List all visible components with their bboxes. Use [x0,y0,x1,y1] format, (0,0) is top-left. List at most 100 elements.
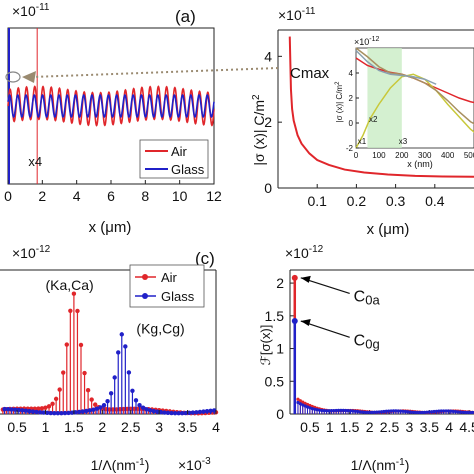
inset-series-2 [355,47,474,125]
panel-c-xlabel: 1/Λ(nm-1) [91,457,150,473]
x-tick-label: 1 [42,419,50,435]
x-tick-label: 10 [172,188,188,204]
stem-marker-glass [365,410,369,414]
stem-marker-glass [401,409,405,413]
stem-marker-glass [208,408,213,413]
stem-marker-air [117,407,123,412]
y-tick-label: 4 [264,48,272,64]
panel-b-annotation: Cmax [290,65,330,82]
stem-marker-air [50,401,55,406]
stem-marker-air [291,274,298,281]
inset-label-x1: x1 [358,137,367,146]
stem-marker-air [78,342,84,348]
y-tick-label: 2 [264,114,272,130]
stem-marker-glass [140,405,146,410]
legend-air: Air [171,144,188,159]
stem-marker-glass [179,410,185,416]
stem-marker-air [75,308,80,314]
x-tick-label: 2 [366,419,374,435]
stem-marker-glass [9,407,14,412]
series-glass [7,94,215,118]
stem-marker-glass [183,410,188,416]
stem-marker-glass [84,408,89,414]
x-tick-label: 3.5 [178,419,198,435]
stem-marker-glass [372,410,376,414]
stem-marker-glass [461,410,465,414]
stem-marker-glass [384,409,388,413]
inset-y-tick-label: 2 [349,94,354,103]
stem-marker-glass [430,410,434,414]
stem-marker-glass [432,409,436,414]
x-tick-label: 2.5 [380,419,400,435]
stem-marker-glass [5,406,11,412]
stem-marker-glass [48,410,53,416]
stem-marker-glass [363,410,367,414]
stem-marker-glass [470,410,474,415]
stem-marker-glass [336,408,341,413]
panel-b-ylabel: |σ (x)| C/m2 [251,94,267,166]
panel-a: ×10-11 (a) x4 0 2 4 6 8 10 12 x (μm) Air Glass [4,2,222,236]
stem-marker-glass [379,410,384,414]
stem-marker-glass [144,407,149,412]
stem-marker-glass [444,409,448,413]
stem-marker-glass [296,400,300,405]
stem-marker-glass [2,406,7,412]
annotation-label-1: C0g [354,332,380,351]
stem-marker-glass [332,408,336,413]
stem-marker-glass [408,410,412,414]
stem-marker-glass [91,407,96,412]
stem-marker-glass [415,410,419,415]
stem-marker-glass [451,409,455,413]
y-tick-label: 2 [276,275,284,291]
stem-marker-glass [437,409,441,413]
stem-marker-air [61,370,66,375]
stem-marker-glass [52,410,57,416]
x-tick-label: 0.4 [425,193,445,209]
x-tick-label: 0.3 [386,193,406,209]
stem-marker-glass [353,409,357,413]
stem-marker-air [135,406,141,411]
stem-marker-air [39,406,45,411]
x-tick-label: 4 [445,419,453,435]
inset-x-tick-label: 0 [354,151,359,160]
stem-marker-glass [368,410,372,414]
stem-marker-glass [94,406,100,411]
stem-marker-glass [34,409,39,415]
inset-x-tick-label: 100 [372,151,386,160]
stem-marker-glass [387,409,391,413]
inset-x-tick-label: 400 [441,151,455,160]
stem-marker-air [128,406,133,412]
stem-marker-air [85,388,91,393]
stem-marker-glass [449,409,453,413]
annotation-arrowhead-0 [300,275,311,283]
panel-d: ×10-12 ℱ[σ(x)] 0 0.5 1 1.5 2 0.5 1 1.5 2 2.5 3 3.5 4… [258,244,474,473]
peak-annotation-0: (Ka,Ca) [45,277,93,293]
inset-y-tick-label: -2 [346,144,354,153]
stem-marker-glass [413,410,417,414]
annotation-label-main: C [354,332,366,349]
stem-marker-glass [346,408,350,413]
legend-glass: Glass [171,162,205,177]
inset-series-3 [355,49,437,85]
x-tick-label: 4.5 [459,419,474,435]
stem-marker-glass [420,410,424,415]
stem-marker-glass [422,410,427,414]
x-tick-label: 2 [38,188,46,204]
stem-marker-glass [394,409,398,413]
stem-marker-glass [155,409,160,414]
stem-marker-glass [389,409,393,413]
stem-marker-glass [41,410,46,415]
stem-marker-glass [370,410,374,414]
stem-marker-glass [453,409,458,414]
panel-b-multiplier: ×10-11 [278,6,316,23]
stem-marker-air [303,401,307,405]
inset-x-tick-label: 200 [395,151,409,160]
marker-line-label: x4 [28,154,42,169]
x-tick-label: 6 [107,188,115,204]
stem-marker-air [64,342,69,347]
stem-marker-glass [320,408,324,413]
stem-marker-glass [137,402,142,408]
inset-xlabel: x (nm) [407,159,433,169]
stem-marker-glass [291,318,298,325]
peak-annotation-1: (Kg,Cg) [136,320,184,336]
